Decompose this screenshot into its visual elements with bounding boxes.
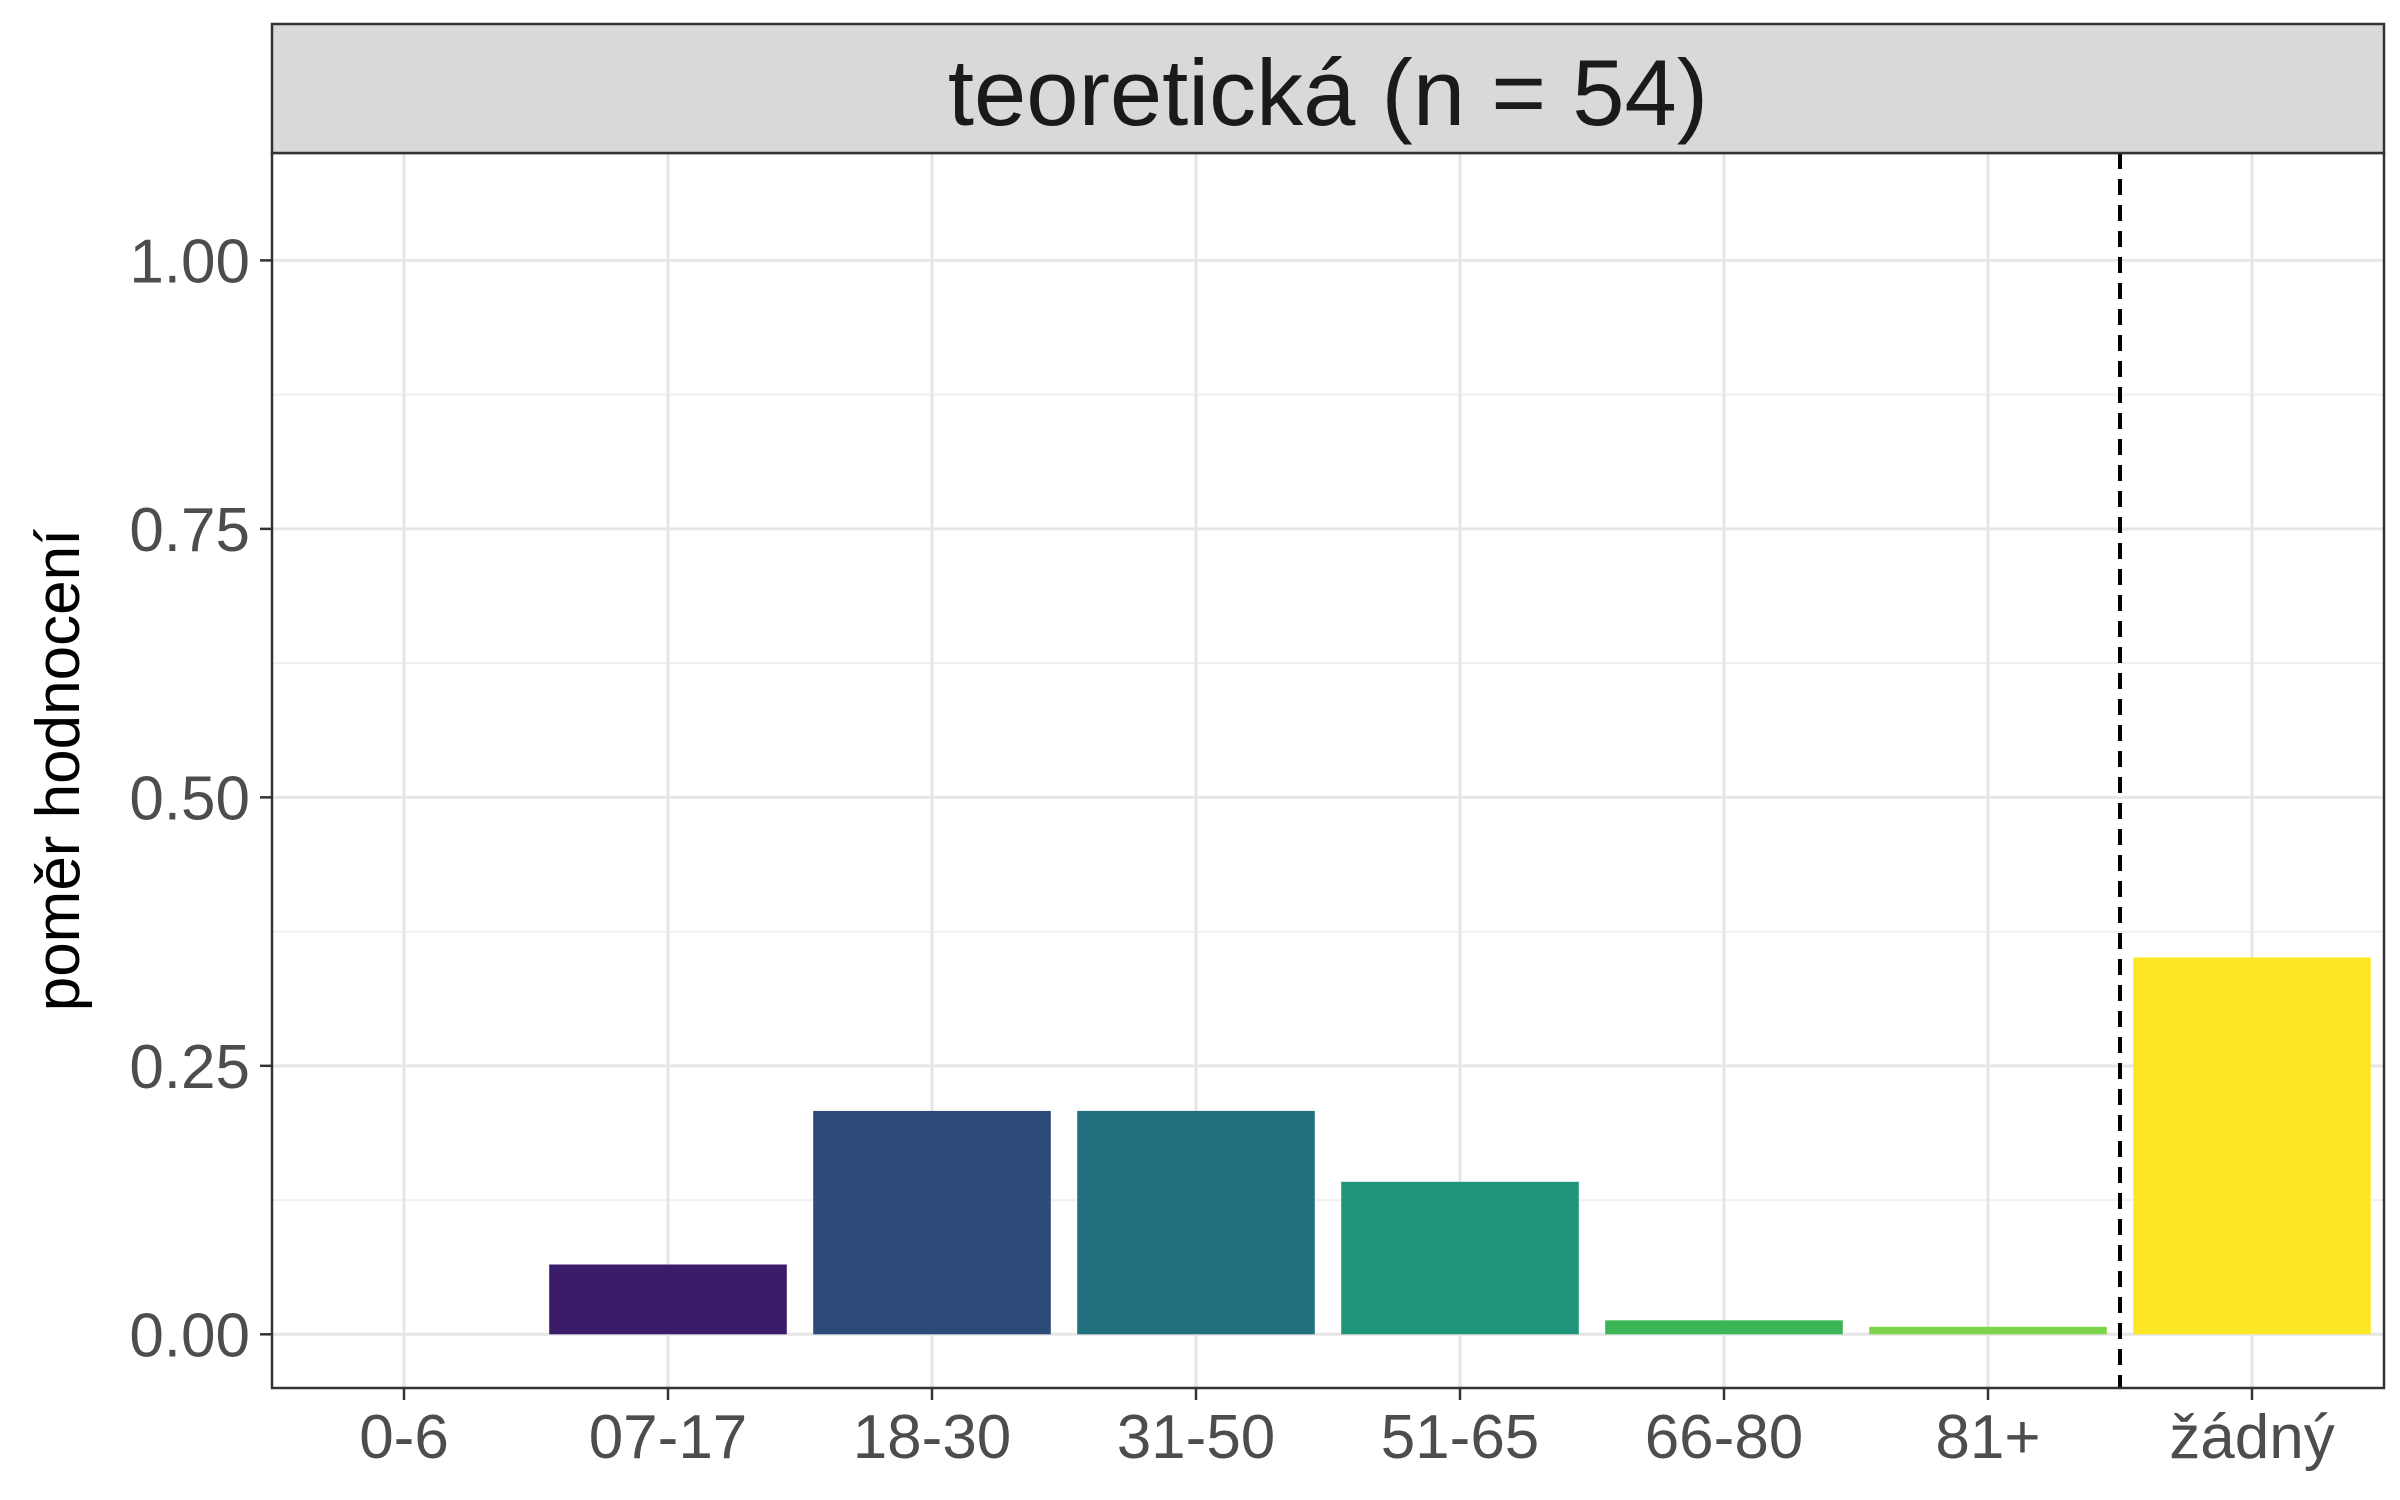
bar [549,1264,787,1335]
y-tick-label: 0.00 [129,1301,250,1370]
y-tick-label: 0.25 [129,1033,250,1102]
bar [813,1110,1051,1335]
y-tick-label: 1.00 [129,227,250,296]
panel-title: teoretická (n = 54) [948,40,1708,145]
y-tick-label: 0.75 [129,496,250,565]
bar [1869,1326,2107,1335]
x-tick-label: 51-65 [1381,1403,1540,1472]
bar [1077,1110,1315,1335]
y-axis-title: poměr hodnocení [24,529,93,1012]
y-axis: 0.00 0.25 0.50 0.75 1.00 [129,227,272,1370]
x-tick-label: 66-80 [1645,1403,1804,1472]
strip-background [270,22,2386,155]
x-tick-label: 0-6 [359,1403,449,1472]
bar [1341,1181,1579,1335]
x-tick-label: 31-50 [1117,1403,1276,1472]
x-tick-label: 18-30 [853,1403,1012,1472]
x-tick-label: 81+ [1935,1403,2040,1472]
bars [549,957,2371,1335]
y-tick-label: 0.50 [129,764,250,833]
x-tick-label: 07-17 [589,1403,748,1472]
bar [2133,957,2371,1335]
grid-minor [272,393,2384,1202]
bar [1605,1320,1843,1335]
x-tick-label: žádný [2169,1403,2334,1472]
panel-background [272,153,2384,1388]
x-axis: 0-6 07-17 18-30 31-50 51-65 66-80 81+ žádný [359,1388,2335,1472]
